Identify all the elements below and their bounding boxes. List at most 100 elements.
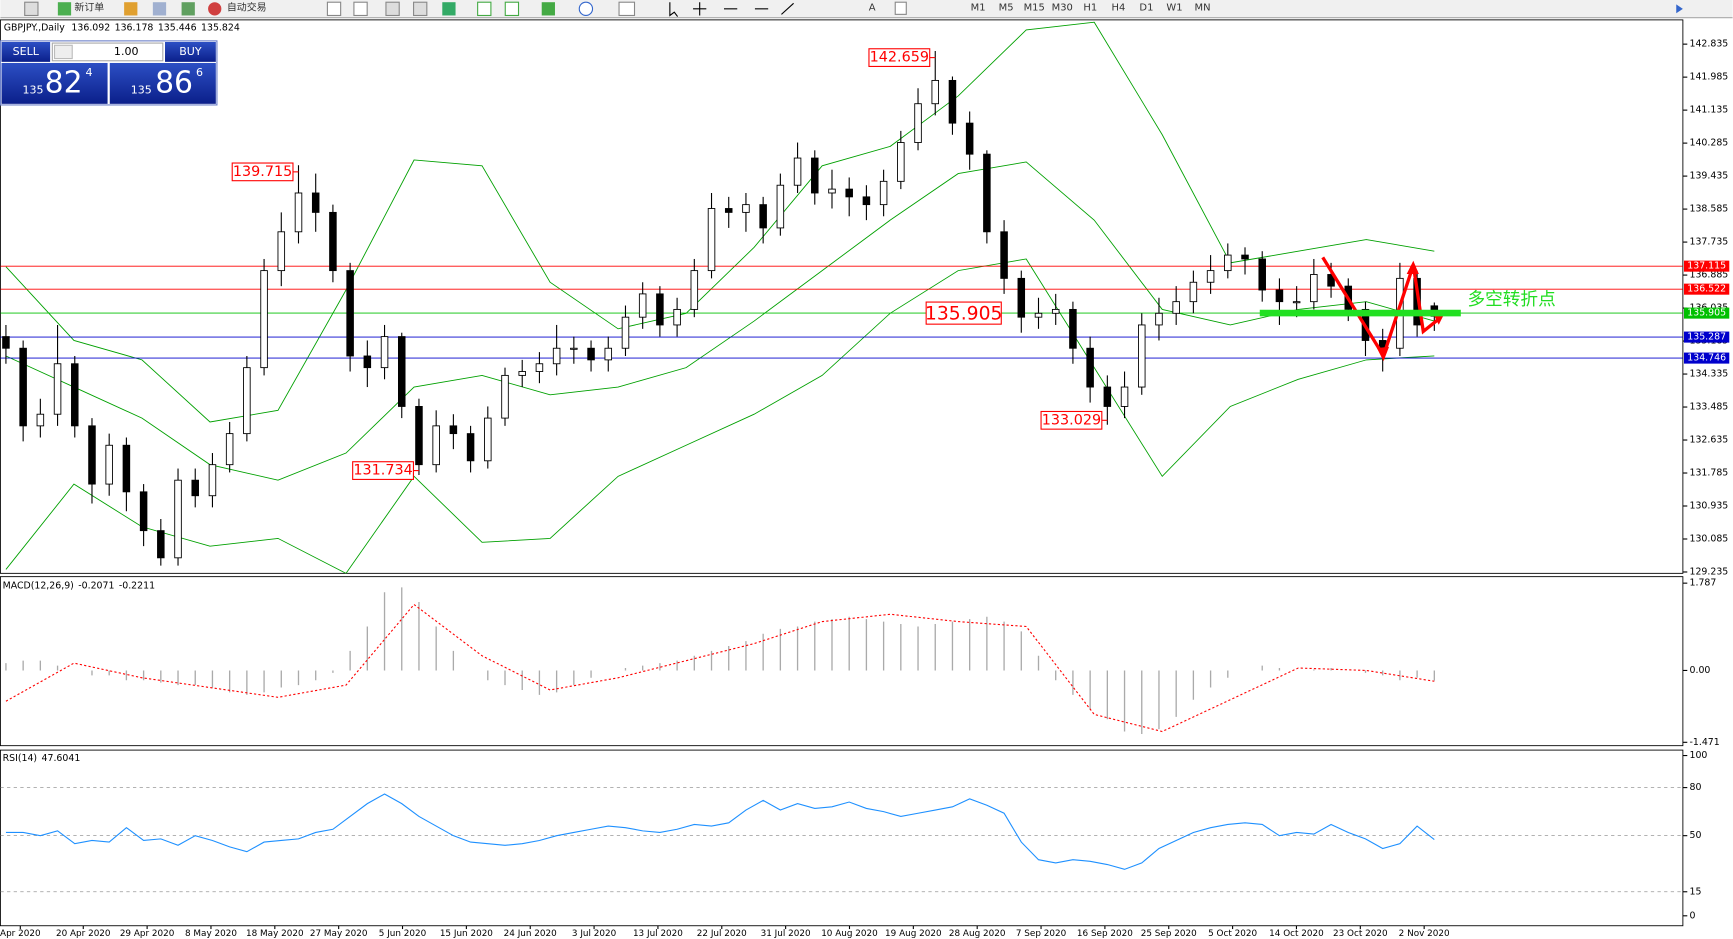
sell-price-box[interactable] — [1, 62, 108, 104]
candle-body — [535, 363, 544, 372]
zoom-in-button[interactable] — [385, 1, 400, 17]
pivot-label: 135.905 — [925, 304, 1003, 325]
candle-body — [914, 103, 922, 143]
lot-spinner[interactable] — [53, 44, 73, 60]
candle-body — [1138, 324, 1146, 388]
tool-button[interactable] — [504, 1, 520, 17]
tool-button[interactable] — [152, 2, 167, 16]
candle-body — [122, 444, 131, 493]
timeframe-button[interactable]: MN — [1195, 3, 1211, 14]
buy-label[interactable]: BUY — [179, 45, 202, 58]
label-button[interactable] — [894, 1, 907, 15]
zoom-button[interactable] — [24, 1, 39, 17]
buy-price-box[interactable] — [109, 62, 216, 104]
rsi-header: RSI(14) 47.6041 — [3, 752, 81, 763]
sell-button[interactable] — [1, 41, 51, 62]
sell-price-small: 4 — [85, 66, 92, 79]
crosshair-button[interactable] — [693, 2, 707, 16]
y-tick-label: 130.935 — [1690, 501, 1729, 512]
auto-trading-button[interactable]: 自动交易 — [227, 1, 267, 14]
candle-body — [2, 336, 10, 349]
candle-body — [466, 433, 475, 462]
macd-panel — [0, 576, 1684, 747]
auto-trading-icon[interactable] — [208, 2, 222, 16]
candle-body — [225, 433, 234, 466]
level-tag-label: 134.746 — [1687, 353, 1726, 364]
sell-price-big: 135 — [23, 84, 44, 97]
cursor-button[interactable] — [669, 2, 679, 17]
scroll-button[interactable] — [1676, 4, 1683, 14]
candle-body — [397, 336, 406, 407]
candle-body — [1292, 301, 1301, 304]
new-order-button[interactable]: 新订单 — [74, 1, 104, 14]
level-tag — [1683, 331, 1730, 343]
annotation-label: 133.029 — [1042, 412, 1101, 428]
candle-body — [604, 347, 613, 361]
tool-button[interactable] — [477, 1, 492, 17]
candle-body — [845, 188, 853, 198]
y-tick-label: 0.00 — [1690, 665, 1711, 676]
candle-body — [1310, 274, 1318, 303]
header-close: 135.824 — [201, 22, 240, 33]
candle-body — [983, 153, 991, 233]
candle-body — [1120, 386, 1129, 407]
candle-body — [759, 204, 767, 229]
buy-price-big: 135 — [131, 84, 152, 97]
annotation-label: 131.734 — [353, 463, 412, 479]
candle-body — [19, 347, 27, 427]
candle-body — [1155, 312, 1163, 326]
y-tick-label: 136.885 — [1690, 270, 1729, 281]
candle-body — [638, 293, 647, 318]
candle-body — [1069, 308, 1077, 349]
y-tick-label: -1.471 — [1690, 737, 1720, 748]
tile-button[interactable] — [442, 2, 456, 16]
candle-body — [449, 425, 458, 435]
candle-body — [518, 371, 526, 376]
x-tick-label: 18 May 2020 — [246, 929, 304, 939]
zoom-out-button[interactable] — [413, 1, 428, 17]
indicator-button[interactable] — [541, 2, 555, 16]
template-button[interactable] — [618, 1, 636, 17]
tool-button[interactable] — [181, 2, 195, 16]
lot-input[interactable] — [51, 42, 164, 62]
trendline-button[interactable] — [781, 2, 794, 15]
tool-button[interactable] — [124, 2, 138, 16]
candle-body — [1327, 274, 1335, 287]
candle-body — [346, 270, 354, 357]
candle-body — [243, 367, 251, 435]
timeframe-button[interactable]: M5 — [999, 3, 1014, 14]
timeframe-button[interactable]: M15 — [1024, 3, 1045, 14]
tool-button[interactable] — [353, 1, 368, 17]
new-order-icon[interactable] — [57, 2, 72, 16]
y-tick-label: 15 — [1690, 886, 1702, 897]
candle-body — [570, 347, 578, 350]
price-plot — [0, 21, 1683, 574]
lot-value[interactable]: 1.00 — [114, 45, 139, 58]
x-tick-label: 10 Aug 2020 — [821, 929, 878, 939]
tool-button[interactable] — [326, 1, 342, 17]
timeframe-button[interactable]: H1 — [1083, 3, 1097, 14]
sell-label[interactable]: SELL — [13, 45, 40, 58]
candle-body — [707, 208, 716, 272]
candle-body — [552, 347, 561, 365]
macd-plot — [5, 587, 1435, 734]
text-button[interactable]: A — [869, 3, 876, 14]
x-tick-label: 2 Nov 2020 — [1399, 929, 1450, 939]
x-tick-label: 13 Jul 2020 — [633, 929, 683, 939]
header-high: 136.178 — [115, 22, 154, 33]
period-button[interactable] — [578, 1, 594, 17]
timeframe-button[interactable]: D1 — [1139, 3, 1153, 14]
timeframe-button[interactable]: H4 — [1111, 3, 1125, 14]
candle-body — [88, 425, 96, 485]
candle-body — [793, 157, 802, 186]
candle-body — [380, 336, 389, 369]
timeframe-button[interactable]: W1 — [1166, 3, 1182, 14]
candle-body — [897, 142, 905, 182]
rsi-line — [5, 793, 1435, 870]
macd-name: MACD(12,26,9) — [3, 580, 74, 591]
timeframe-button[interactable]: M30 — [1052, 3, 1073, 14]
buy-button[interactable] — [165, 41, 216, 62]
bollinger-middle — [5, 161, 1435, 481]
annotation-label: 139.715 — [233, 164, 292, 180]
timeframe-button[interactable]: M1 — [971, 3, 986, 14]
